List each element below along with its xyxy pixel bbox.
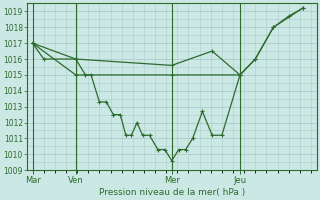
X-axis label: Pression niveau de la mer( hPa ): Pression niveau de la mer( hPa ) [99, 188, 245, 197]
